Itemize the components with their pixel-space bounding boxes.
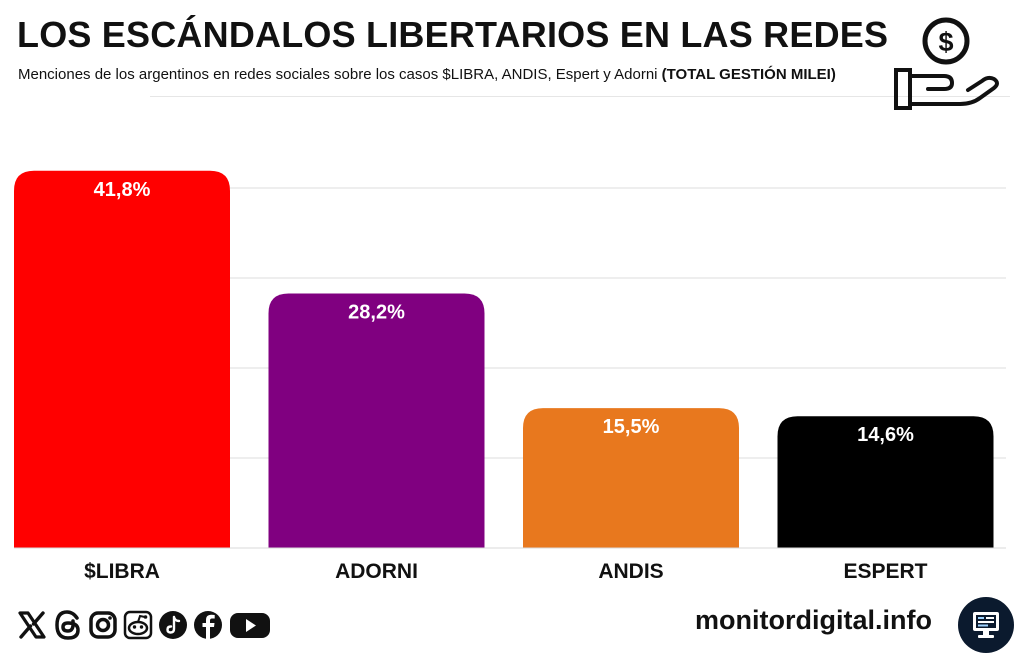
tiktok-icon[interactable]	[158, 609, 188, 641]
brand-name[interactable]: monitordigital.info	[695, 605, 932, 635]
youtube-icon[interactable]	[228, 609, 272, 641]
subtitle-bold-text: (TOTAL GESTIÓN MILEI)	[661, 66, 836, 83]
monitor-computer-icon	[958, 597, 1014, 653]
data-label: 14,6%	[857, 424, 914, 446]
chart-subtitle: Menciones de los argentinos en redes soc…	[18, 64, 848, 85]
reddit-icon[interactable]	[123, 609, 153, 641]
category-label: ANDIS	[598, 560, 663, 583]
hand-with-dollar-coin-icon: $	[894, 17, 999, 110]
bar-andis	[523, 408, 739, 548]
category-label: $LIBRA	[84, 560, 160, 583]
header-divider	[150, 96, 1010, 97]
data-label: 15,5%	[603, 416, 660, 438]
subtitle-text: Menciones de los argentinos en redes soc…	[18, 66, 658, 83]
x-icon[interactable]	[16, 609, 48, 641]
instagram-icon[interactable]	[88, 609, 118, 641]
bar-adorni	[268, 293, 485, 548]
threads-icon[interactable]	[53, 609, 83, 641]
category-label: ESPERT	[843, 560, 927, 583]
data-label: 41,8%	[94, 179, 151, 201]
chart-title: LOS ESCÁNDALOS LIBERTARIOS EN LAS REDES	[17, 14, 889, 55]
bar-libra	[14, 170, 230, 548]
svg-text:$: $	[938, 27, 953, 57]
data-label: 28,2%	[348, 301, 405, 323]
social-icons	[16, 608, 272, 642]
bar-espert	[777, 416, 994, 548]
category-label: ADORNI	[335, 560, 418, 583]
facebook-icon[interactable]	[193, 609, 223, 641]
